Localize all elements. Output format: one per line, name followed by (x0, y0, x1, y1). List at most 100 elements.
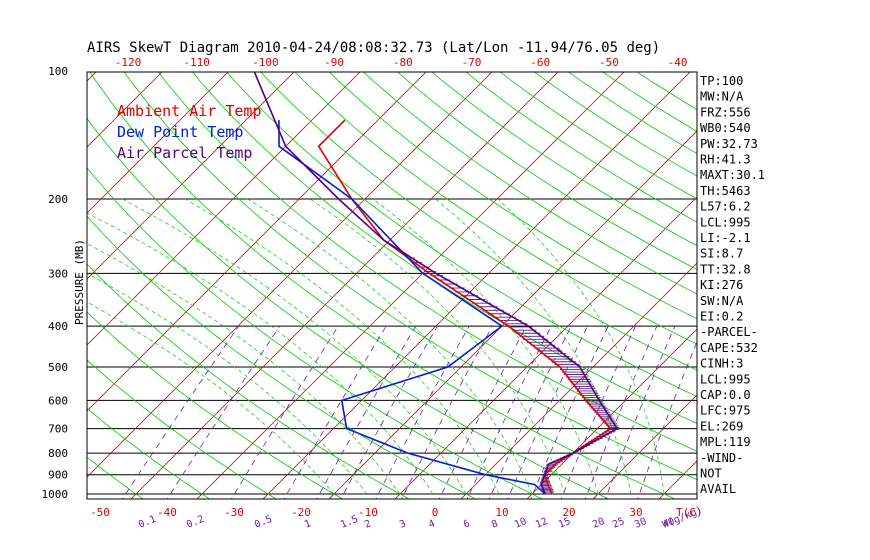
isotherm-line (87, 72, 493, 478)
mixing-ratio-axis: 0.1 0.2 0.5 1 1.5 2 3 4 6 8 10 12 15 20 25 30 40 (137, 514, 676, 531)
mixing-ratio-tick-label: 4 (427, 518, 437, 530)
mixing-ratio-tick-label: 30 (633, 516, 648, 531)
legend: Ambient Air Temp Dew Point Temp Air Parcel… (117, 102, 262, 162)
mixing-ratio-line (584, 325, 658, 499)
x-axis-unit: T(C) (676, 506, 703, 519)
isotherm-line (87, 72, 229, 214)
dry-adiabat-line (89, 72, 677, 499)
stat-item: MAXT:30.1 (700, 168, 765, 182)
stat-item: EI:0.2 (700, 310, 743, 324)
dry-adiabat-line (533, 72, 697, 177)
top-temp-tick-label: -60 (530, 56, 550, 69)
stat-item: FRZ:556 (700, 105, 751, 119)
isotherm-line (394, 196, 697, 499)
dry-adiabat-line (87, 117, 610, 499)
mixing-ratio-tick-label: 12 (534, 516, 549, 531)
stat-item: EL:269 (700, 419, 743, 433)
legend-entry: Dew Point Temp (117, 123, 243, 141)
stat-item: TP:100 (700, 74, 743, 88)
moist-adiabat-line (122, 198, 467, 495)
isotherm-line (87, 72, 295, 280)
dry-adiabat-line (87, 456, 144, 499)
stat-item: TT:32.8 (700, 262, 751, 276)
bottom-temperature-axis: -50 -40 -30 -20 -10 0 10 20 30 (90, 506, 643, 519)
pressure-tick-label: 800 (48, 447, 68, 460)
stat-item: -PARCEL- (700, 325, 758, 339)
isotherm-line (87, 72, 361, 346)
isotherm-line (0, 53, 49, 503)
mixing-ratio-line (466, 325, 552, 499)
mixing-ratio-line (316, 325, 417, 499)
moist-adiabat-line (247, 198, 533, 495)
moist-adiabat-line (184, 198, 500, 495)
stat-item: L57:6.2 (700, 200, 751, 214)
mixing-ratio-line (230, 325, 339, 499)
mixing-ratio-line (438, 325, 527, 499)
series-line (317, 119, 612, 495)
mixing-ratio-line (340, 325, 438, 499)
mixing-ratio-tick-label: 40 (661, 516, 676, 531)
stat-item: LI:-2.1 (700, 231, 751, 245)
dry-adiabat-line (397, 72, 697, 270)
stat-item: SI:8.7 (700, 247, 743, 261)
dry-adiabat-line (123, 72, 697, 481)
stat-item: LCL:995 (700, 215, 751, 229)
series-line (253, 72, 619, 495)
mixing-ratio-line (507, 325, 588, 499)
mixing-ratio-tick-label: 1.5 (339, 514, 360, 531)
stat-item: MW:N/A (700, 90, 744, 104)
dry-adiabat-line (157, 72, 697, 452)
moist-adiabat-line (435, 198, 632, 495)
stat-item: TH:5463 (700, 184, 751, 198)
stat-item: SW:N/A (700, 294, 744, 308)
plot-frame (86, 71, 698, 500)
mixing-ratio-tick-label: 1 (303, 518, 313, 530)
top-temp-tick-label: -120 (115, 56, 142, 69)
top-temp-tick-label: -100 (252, 56, 279, 69)
moist-adiabat-line (87, 301, 335, 495)
stat-item: -WIND- (700, 451, 743, 465)
y-axis-label: PRESSURE (MB) (73, 239, 86, 325)
mixing-ratio-line (560, 325, 636, 499)
bottom-temp-tick-label: -50 (90, 506, 110, 519)
pressure-axis: 100 200 300 400 500 600 700 800 900 1000 (42, 65, 69, 501)
moist-adiabat-line (310, 198, 566, 495)
bottom-temp-tick-label: 10 (495, 506, 508, 519)
dry-adiabat-line (431, 72, 697, 247)
pressure-tick-label: 1000 (42, 488, 69, 501)
mixing-ratio-line (530, 325, 609, 499)
mixing-ratio-line (401, 325, 493, 499)
isotherm-line (328, 130, 697, 499)
isotherm-line (87, 72, 427, 412)
mixing-ratio-tick-label: 8 (490, 518, 500, 530)
dry-adiabat-line (226, 72, 697, 397)
pressure-tick-label: 500 (48, 361, 68, 374)
top-temp-tick-label: -70 (462, 56, 482, 69)
bottom-temp-tick-label: 30 (629, 506, 642, 519)
dry-adiabat-line (260, 72, 697, 371)
mixing-ratio-tick-label: 3 (398, 518, 408, 530)
dry-adiabat-line (87, 359, 277, 499)
pressure-tick-label: 600 (48, 394, 68, 407)
stat-item: PW:32.73 (700, 137, 758, 151)
mixing-ratio-tick-label: 25 (611, 516, 626, 531)
dry-adiabat-line (87, 311, 344, 499)
top-temp-tick-label: -80 (393, 56, 413, 69)
bottom-temp-tick-label: -20 (291, 506, 311, 519)
mixing-ratio-tick-label: 15 (557, 516, 572, 531)
pressure-tick-label: 400 (48, 320, 68, 333)
bottom-temp-tick-label: -40 (157, 506, 177, 519)
top-temp-tick-label: -40 (668, 56, 688, 69)
stat-item: NOT (700, 467, 722, 481)
isotherm-line (592, 394, 697, 499)
legend-entry: Ambient Air Temp (117, 102, 262, 120)
sounding-series (253, 72, 619, 495)
isotherm-line (460, 262, 697, 499)
top-temperature-axis: -120 -110 -100 -90 -80 -70 -60 -50 -40 (115, 56, 688, 69)
bottom-temp-tick-label: -10 (358, 506, 378, 519)
stat-item: CAP:0.0 (700, 388, 751, 402)
stat-item: CAPE:532 (700, 341, 758, 355)
stat-item: LCL:995 (700, 372, 751, 386)
stat-item: CINH:3 (700, 357, 743, 371)
